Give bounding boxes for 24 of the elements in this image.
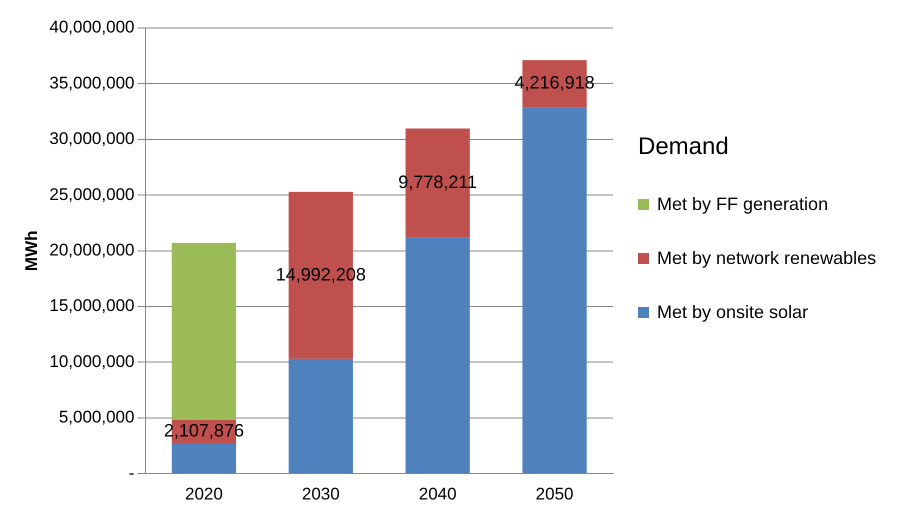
bar xyxy=(288,358,353,474)
y-tick-label: 5,000,000 xyxy=(58,408,134,427)
bar xyxy=(172,444,236,474)
bar xyxy=(172,242,236,420)
y-tick-label: 10,000,000 xyxy=(49,352,134,371)
x-tick-label: 2050 xyxy=(536,484,574,504)
bar xyxy=(406,237,470,474)
x-tick-label: 2020 xyxy=(185,484,223,504)
y-tick-label: 30,000,000 xyxy=(49,129,134,148)
y-tick-label: 25,000,000 xyxy=(49,184,134,204)
y-axis-title: MWh xyxy=(22,230,41,272)
legend-label: Met by network renewables xyxy=(657,247,876,270)
y-tick-label: 40,000,000 xyxy=(49,18,134,37)
x-tick-label: 2040 xyxy=(418,484,457,504)
legend-title: Demand xyxy=(638,133,730,161)
y-tick-label: 20,000,000 xyxy=(49,240,134,260)
y-tick-label: 15,000,000 xyxy=(49,296,134,316)
y-tick-label: 35,000,000 xyxy=(49,73,134,92)
y-tick-label: - xyxy=(128,463,134,482)
legend-label: Met by FF generation xyxy=(657,193,828,216)
legend-label: Met by onsite solar xyxy=(657,301,808,324)
x-tick-label: 2030 xyxy=(302,484,340,504)
data-label: 4,216,918 xyxy=(514,72,595,93)
bar xyxy=(522,107,587,474)
